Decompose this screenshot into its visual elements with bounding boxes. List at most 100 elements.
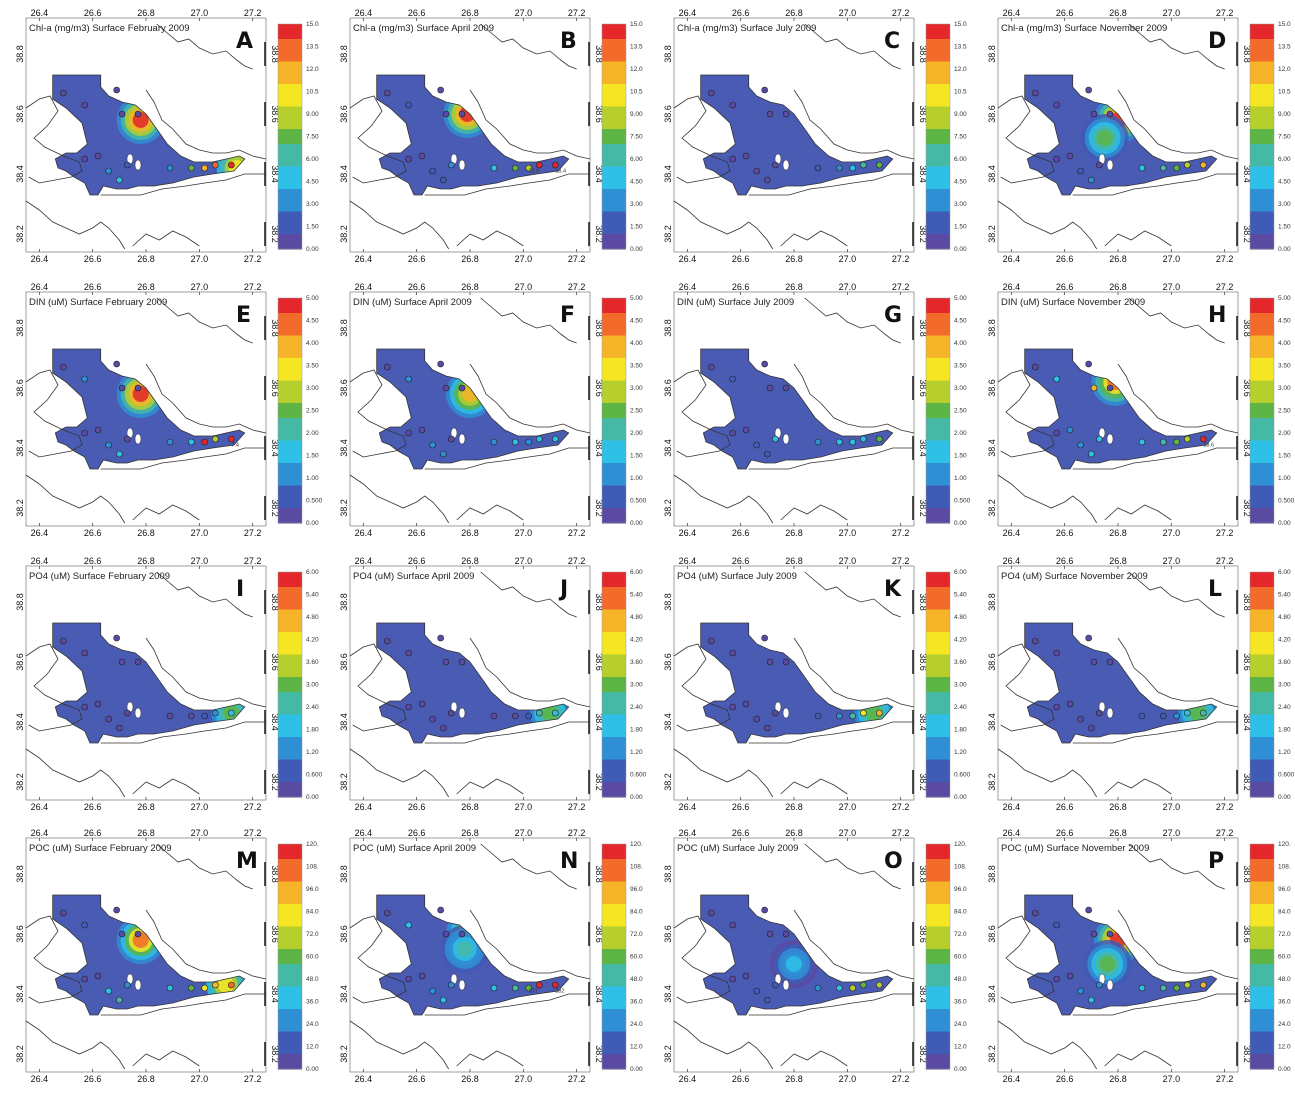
lat-tick-left: 38.4 (987, 165, 997, 183)
colorbar-segment (602, 478, 626, 487)
lon-tick-top: 26.4 (355, 282, 373, 292)
colorbar-segment (278, 358, 302, 367)
colorbar-tick: 7.50 (1278, 134, 1291, 141)
colorbar-segment (926, 463, 950, 472)
colorbar-segment (1250, 388, 1274, 397)
map-svg: 26.4 26.4 26.6 26.6 26.8 26.8 27.0 27.0 27.2 27.2… (987, 556, 1295, 812)
coastline-1 (25, 1020, 126, 1070)
colorbar-tick: 2.40 (630, 704, 643, 711)
station-marker (405, 921, 412, 929)
lat-tick-right: 38.4 (1242, 439, 1252, 457)
colorbar-segment (602, 144, 626, 153)
coastline-5 (100, 721, 266, 744)
panel-title: PO4 (uM) Surface July 2009 (677, 571, 797, 582)
station-marker (753, 715, 760, 723)
station-marker (1160, 438, 1167, 446)
lon-tick-top: 26.8 (461, 828, 479, 838)
colorbar-segment (926, 478, 950, 487)
lon-tick-top: 26.4 (355, 556, 373, 566)
lat-tick-left: 38.8 (987, 319, 997, 337)
colorbar-segment (1250, 587, 1274, 596)
lon-tick-top: 27.0 (515, 282, 533, 292)
station-marker (1096, 981, 1103, 989)
coastline-2 (456, 504, 524, 521)
colorbar-segment (1250, 305, 1274, 314)
station-marker (81, 375, 88, 383)
colorbar-tick: 3.00 (1278, 682, 1291, 689)
lon-tick-bottom: 26.6 (732, 1074, 750, 1084)
lon-tick-bottom: 26.8 (461, 802, 479, 812)
gulf-coastline (700, 894, 894, 1016)
hotspot (542, 705, 558, 721)
lat-tick-right: 38.6 (594, 379, 604, 397)
station-marker (729, 921, 736, 929)
lon-tick-bottom: 27.2 (568, 254, 586, 264)
colorbar-segment (1250, 69, 1274, 78)
colorbar-segment (926, 448, 950, 457)
station-marker (766, 930, 774, 938)
colorbar-segment (278, 433, 302, 442)
station-marker (772, 981, 779, 989)
lon-tick-top: 27.2 (1216, 556, 1234, 566)
station-marker (1138, 164, 1146, 172)
station-marker (766, 384, 774, 392)
colorbar-segment (926, 889, 950, 898)
colorbar-segment (1250, 54, 1274, 63)
colorbar-segment (278, 380, 302, 389)
lat-tick-left: 38.2 (15, 1045, 25, 1063)
colorbar-segment (278, 587, 302, 596)
lon-tick-bottom: 26.6 (408, 528, 426, 538)
lat-tick-right: 38.4 (270, 985, 280, 1003)
station-marker (1160, 712, 1167, 720)
colorbar-segment (602, 669, 626, 678)
colorbar-segment (602, 844, 626, 853)
colorbar-segment (1250, 904, 1274, 913)
coastline-1 (997, 748, 1098, 798)
colorbar-border (925, 297, 951, 524)
coastline-0 (349, 915, 407, 1004)
colorbar-segment (602, 61, 626, 70)
colorbar-segment (926, 684, 950, 693)
colorbar-border (925, 571, 951, 798)
colorbar-tick: 4.00 (630, 340, 643, 347)
colorbar-segment (278, 759, 302, 768)
station-marker (814, 164, 822, 172)
coastline-5 (424, 721, 590, 744)
lat-tick-left: 38.6 (987, 653, 997, 671)
station-marker (729, 155, 736, 163)
colorbar-tick: 6.00 (954, 569, 967, 576)
panel-title: DIN (uM) Surface November 2009 (1001, 297, 1145, 308)
coastline-0 (349, 643, 407, 732)
lon-tick-bottom: 26.4 (679, 802, 697, 812)
coastline-5 (1072, 447, 1238, 470)
lon-tick-top: 26.4 (31, 828, 49, 838)
colorbar-segment (602, 722, 626, 731)
colorbar-segment (278, 904, 302, 913)
colorbar-tick: 15.0 (954, 21, 967, 28)
colorbar-border (1249, 297, 1275, 524)
colorbar-segment (602, 866, 626, 875)
station-marker (113, 360, 120, 368)
colorbar-tick: 1.20 (306, 749, 319, 756)
coastline-2 (132, 230, 200, 247)
station-marker (1096, 161, 1103, 169)
gulf-coastline (1024, 622, 1218, 744)
station-marker (442, 930, 450, 938)
island (134, 433, 142, 445)
colorbar-segment (1250, 602, 1274, 611)
colorbar-tick: 24.0 (306, 1021, 319, 1028)
lon-tick-top: 26.4 (679, 8, 697, 18)
lon-tick-top: 26.4 (31, 556, 49, 566)
colorbar-tick: 1.50 (630, 453, 643, 460)
colorbar-tick: 10.5 (630, 89, 643, 96)
colorbar-segment (278, 767, 302, 776)
colorbar-segment (278, 365, 302, 374)
colorbar-segment (1250, 234, 1274, 243)
colorbar-segment (926, 54, 950, 63)
colorbar-tick: 4.80 (306, 614, 319, 621)
colorbar-segment (278, 61, 302, 70)
colorbar-segment (278, 121, 302, 130)
station-marker (458, 658, 466, 666)
map-panel-b: 23.6 18.4 26.4 26.4 26.6 26.6 26.8 26.8 27.0 27.0… (332, 4, 654, 274)
station-marker (1200, 435, 1207, 443)
